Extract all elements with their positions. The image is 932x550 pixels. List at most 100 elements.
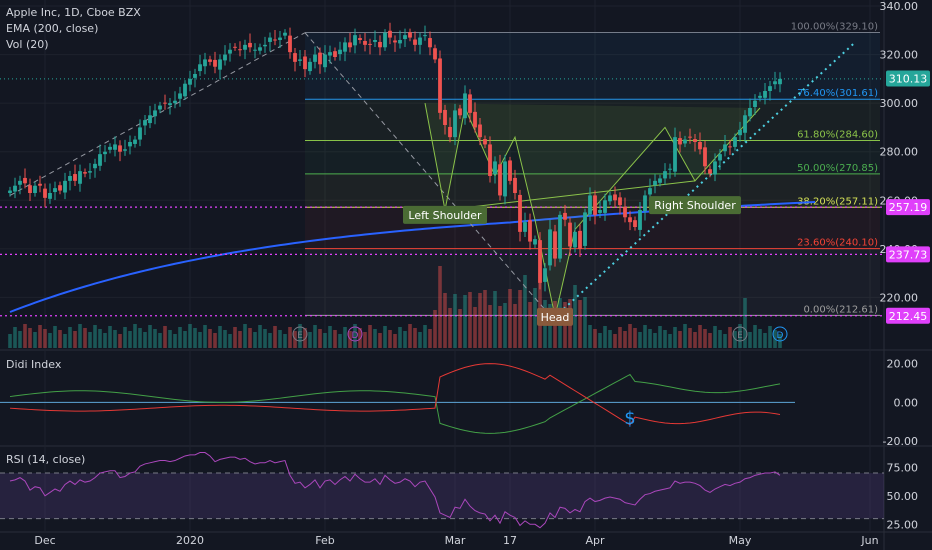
candle-body <box>63 180 67 193</box>
price-axes[interactable]: 340.00320.00300.00280.00260.00240.00220.… <box>880 0 931 324</box>
candle-body <box>518 194 522 232</box>
candle-body <box>718 154 722 161</box>
volume-bar <box>18 331 22 348</box>
time-axis-tick: Feb <box>315 534 334 547</box>
dividend-icon[interactable]: $ <box>624 408 635 429</box>
candle-body <box>568 222 572 247</box>
candle-body <box>318 52 322 65</box>
time-axis-tick: Jun <box>860 534 878 547</box>
volume-bar <box>698 325 702 348</box>
fib-level-label: 76.40%(301.61) <box>797 88 878 99</box>
volume-bar <box>653 333 657 348</box>
price-label: 257.19 <box>889 201 928 214</box>
volume-bar <box>93 325 97 348</box>
volume-bar <box>363 332 367 348</box>
volume-bar <box>13 327 17 348</box>
candle-body <box>243 44 247 50</box>
candle-body <box>333 51 337 57</box>
volume-bar <box>393 334 397 348</box>
volume-bar <box>548 304 552 348</box>
price-label: 310.13 <box>889 73 928 86</box>
volume-bar <box>703 329 707 348</box>
volume-bar <box>43 329 47 348</box>
volume-bar <box>758 329 762 348</box>
rsi-band <box>0 473 884 519</box>
volume-bar <box>668 334 672 348</box>
vol-legend[interactable]: Vol (20) <box>6 38 49 51</box>
volume-bar <box>218 326 222 348</box>
volume-bar <box>713 326 717 348</box>
candlestick-series <box>8 22 782 292</box>
candle-body <box>233 46 237 48</box>
candle-body <box>223 54 227 61</box>
candle-body <box>363 40 367 45</box>
rsi-axis-tick: 25.00 <box>887 518 919 531</box>
volume-bar <box>528 302 532 348</box>
volume-bar <box>258 325 262 348</box>
volume-bar <box>228 334 232 348</box>
candle-body <box>498 164 502 196</box>
event-icon[interactable] <box>292 326 308 342</box>
candle-body <box>373 40 377 42</box>
candle-body <box>553 231 557 259</box>
event-icon[interactable] <box>347 326 363 342</box>
candle-body <box>348 42 352 48</box>
candle-body <box>668 168 672 170</box>
event-icon[interactable] <box>772 326 788 342</box>
volume-bar <box>133 324 137 348</box>
volume-bar <box>243 324 247 348</box>
volume-bar <box>643 325 647 348</box>
pattern-annotations[interactable]: Left Shoulder Head Right Shoulder <box>403 196 741 326</box>
event-icon[interactable] <box>732 326 748 342</box>
uptrend-line <box>554 41 856 318</box>
volume-bar <box>383 326 387 348</box>
time-axis[interactable]: Dec 2020 Feb Mar 17 Apr May Jun <box>34 534 878 547</box>
volume-bar <box>603 326 607 348</box>
volume-bar <box>23 324 27 348</box>
event-icon-letter: E <box>737 331 743 341</box>
volume-bar <box>233 327 237 348</box>
volume-bar <box>768 326 772 348</box>
volume-bar <box>478 293 482 348</box>
candle-body <box>483 139 487 145</box>
volume-bar <box>68 327 72 348</box>
volume-bar <box>278 330 282 348</box>
volume-bar <box>753 325 757 348</box>
price-label: 237.73 <box>889 248 928 261</box>
fibonacci-retracement[interactable]: 100.00%(329.10) 76.40%(301.61) 61.80%(284.… <box>305 21 880 316</box>
candle-body <box>368 43 372 45</box>
volume-bar <box>303 328 307 348</box>
candle-body <box>153 110 157 117</box>
candle-body <box>473 111 477 128</box>
candle-body <box>663 171 667 179</box>
symbol-title[interactable]: Apple Inc, 1D, Cboe BZX <box>6 6 141 19</box>
candle-body <box>573 231 577 248</box>
volume-bar <box>153 329 157 348</box>
candle-body <box>743 115 747 133</box>
candle-body <box>98 154 102 166</box>
rsi-axis-tick: 50.00 <box>887 490 919 503</box>
candle-body <box>423 35 427 37</box>
didi-legend[interactable]: Didi Index <box>6 358 62 371</box>
volume-bar <box>503 303 507 348</box>
rsi-legend[interactable]: RSI (14, close) <box>6 453 86 466</box>
candle-body <box>543 268 547 282</box>
volume-bar <box>283 334 287 348</box>
time-axis-tick: Mar <box>445 534 466 547</box>
ema-legend[interactable]: EMA (200, close) <box>6 22 99 35</box>
candle-body <box>383 32 387 48</box>
volume-bar <box>138 328 142 348</box>
volume-bar <box>613 334 617 348</box>
candle-body <box>208 59 212 62</box>
price-label-box <box>886 70 930 87</box>
candle-body <box>328 52 332 56</box>
candle-body <box>538 240 542 283</box>
candle-body <box>413 39 417 45</box>
volume-bar <box>633 328 637 348</box>
volume-bar <box>498 306 502 348</box>
price-label-box <box>886 246 930 263</box>
candle-body <box>588 195 592 215</box>
candle-body <box>268 37 272 42</box>
